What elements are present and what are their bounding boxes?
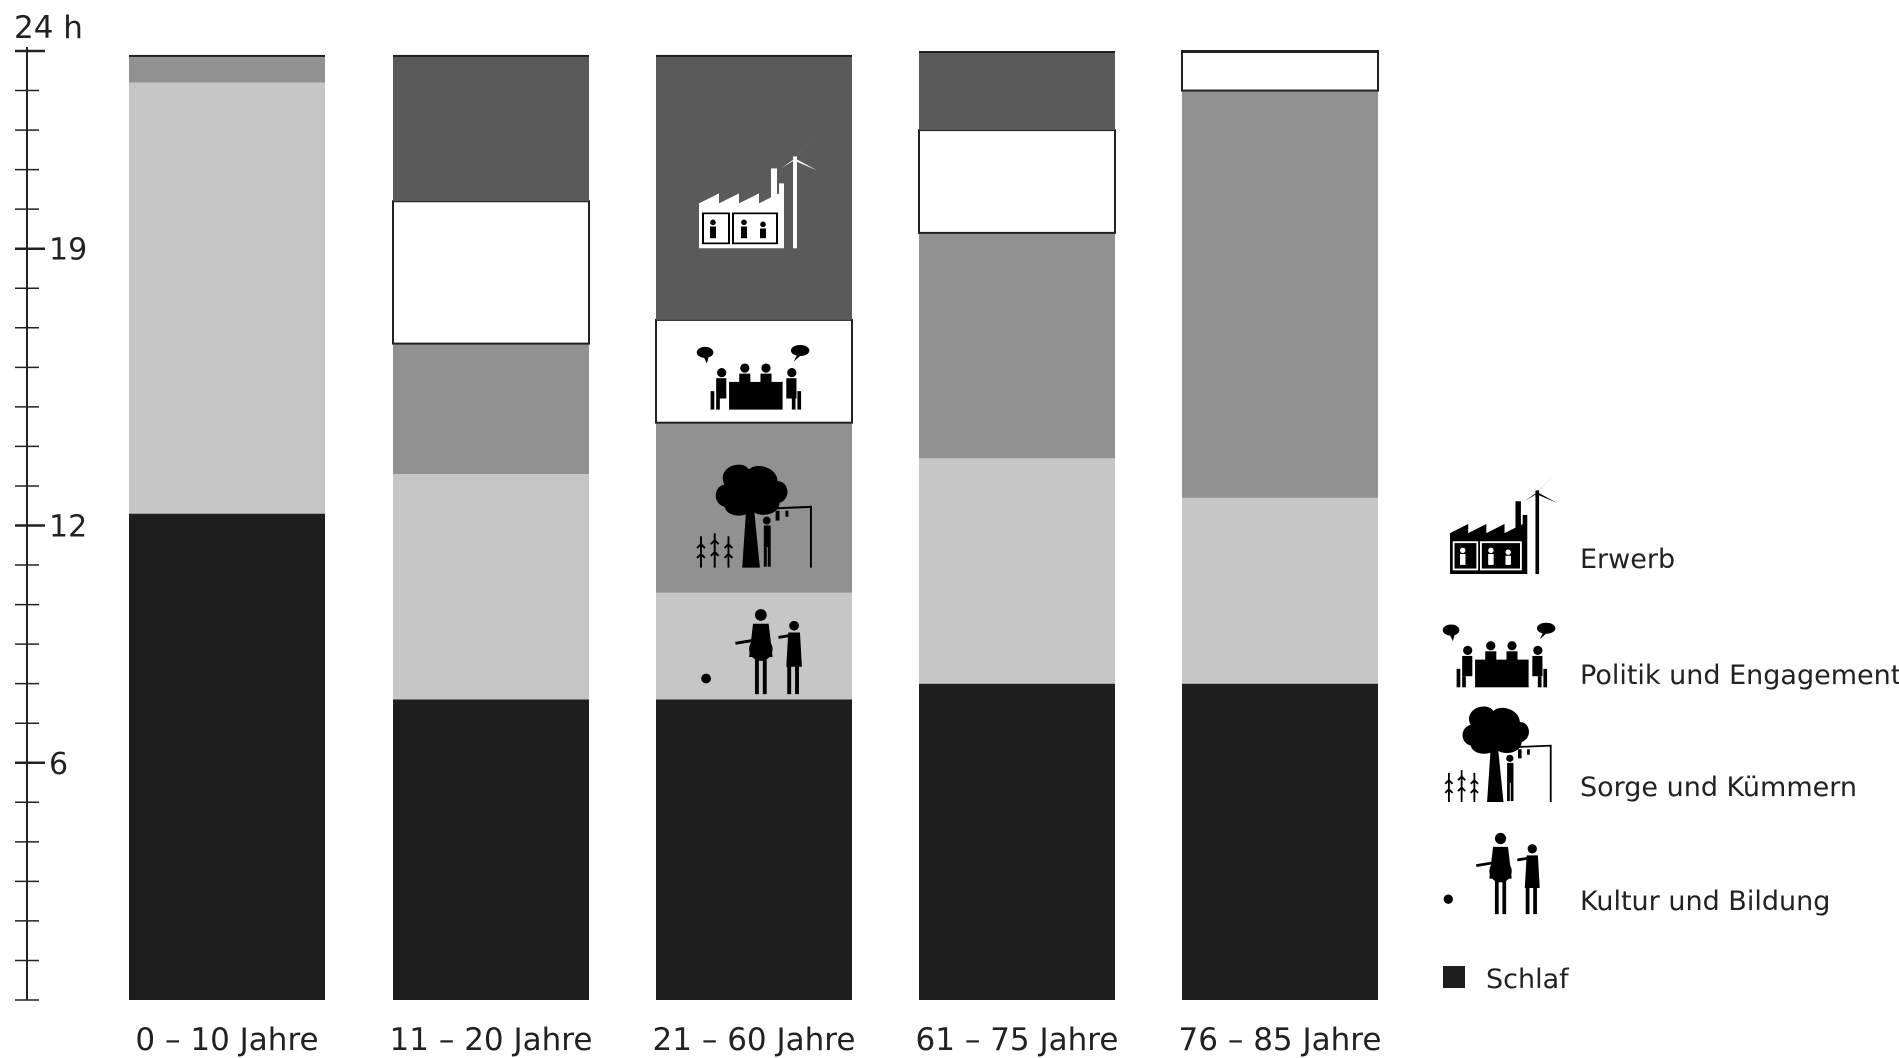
y-tick-label: 19 bbox=[49, 233, 87, 268]
bar-segment bbox=[1181, 50, 1379, 92]
legend-item: Schlaf bbox=[1443, 964, 1570, 995]
legend-label: Erwerb bbox=[1580, 544, 1675, 575]
bar-segment bbox=[393, 54, 589, 202]
y-tick-label: 6 bbox=[49, 747, 68, 782]
legend-label: Schlaf bbox=[1486, 964, 1570, 995]
bar-top-edge bbox=[393, 54, 589, 57]
bar-segment bbox=[656, 54, 852, 320]
bar-segment bbox=[129, 513, 325, 1000]
tree-garden-laundry-icon bbox=[1444, 705, 1552, 802]
legend-label: Kultur und Bildung bbox=[1580, 886, 1830, 917]
bar-top-edge bbox=[129, 54, 325, 57]
factory-wind-turbine-icon bbox=[1449, 474, 1559, 574]
bar-top-edge bbox=[1182, 51, 1378, 53]
x-category-label: 11 – 20 Jahre bbox=[390, 1022, 593, 1058]
bar-segment bbox=[919, 458, 1115, 684]
y-axis-unit-label: 24 h bbox=[14, 10, 83, 46]
bar-segment bbox=[919, 51, 1115, 131]
bar-segment bbox=[919, 683, 1115, 1000]
bar-group bbox=[918, 51, 1116, 1000]
musicians-icon bbox=[1442, 832, 1542, 916]
x-category-label: 21 – 60 Jahre bbox=[653, 1022, 856, 1058]
bar-segment bbox=[919, 232, 1115, 459]
black-square-icon bbox=[1443, 966, 1465, 988]
meeting-speech-bubbles-icon bbox=[1442, 622, 1556, 688]
bar-group bbox=[392, 54, 590, 1000]
bar-segment bbox=[918, 129, 1116, 234]
legend-label: Sorge und Kümmern bbox=[1580, 772, 1857, 803]
bar-top-edge bbox=[656, 54, 852, 57]
bar-segment bbox=[393, 699, 589, 1000]
legend-item: Erwerb bbox=[1449, 474, 1675, 575]
bar-segment bbox=[1182, 497, 1378, 684]
bar-segment bbox=[393, 474, 589, 700]
bar-segment bbox=[393, 343, 589, 475]
bar-segment bbox=[656, 699, 852, 1000]
x-category-label: 76 – 85 Jahre bbox=[1179, 1022, 1382, 1058]
bar-segment bbox=[129, 54, 325, 83]
x-category-label: 61 – 75 Jahre bbox=[916, 1022, 1119, 1058]
legend-item: Kultur und Bildung bbox=[1442, 832, 1830, 917]
bar-group bbox=[129, 54, 325, 1000]
y-tick-label: 12 bbox=[49, 510, 87, 545]
bar-segment bbox=[1182, 683, 1378, 1000]
legend-label: Politik und Engagement bbox=[1580, 660, 1899, 691]
bar-top-edge bbox=[919, 51, 1115, 53]
bar-segment bbox=[129, 82, 325, 514]
bar-segment bbox=[392, 200, 590, 345]
legend-item: Politik und Engagement bbox=[1442, 622, 1899, 691]
bar-segment bbox=[1182, 90, 1378, 498]
x-category-label: 0 – 10 Jahre bbox=[135, 1022, 318, 1058]
legend-item: Sorge und Kümmern bbox=[1444, 705, 1857, 803]
bar-group bbox=[1181, 50, 1379, 1000]
